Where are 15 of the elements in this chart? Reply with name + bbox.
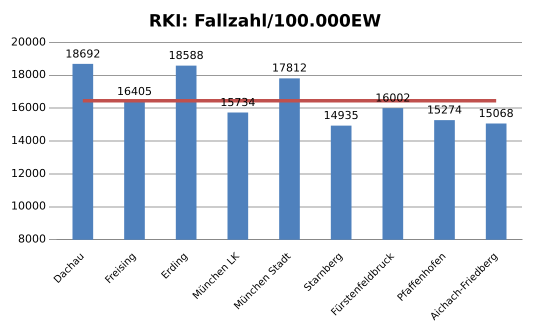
chart-title: RKI: Fallzahl/100.000EW [148, 12, 382, 32]
data-label: 16405 [116, 84, 152, 98]
y-tick-label: 8000 [18, 232, 46, 246]
y-tick-label: 16000 [10, 101, 46, 114]
data-label: 15068 [478, 106, 514, 120]
y-tick-label: 10000 [10, 200, 46, 213]
data-label: 14935 [324, 109, 359, 122]
y-tick-label: 14000 [10, 134, 46, 147]
y-tick-label: 12000 [10, 166, 46, 180]
data-label: 18692 [65, 47, 100, 60]
data-label: 15274 [427, 103, 462, 116]
y-tick-label: 20000 [10, 35, 46, 48]
y-tick-label: 18000 [10, 68, 46, 82]
data-label: 18588 [168, 48, 204, 62]
data-label: 17812 [272, 62, 307, 75]
